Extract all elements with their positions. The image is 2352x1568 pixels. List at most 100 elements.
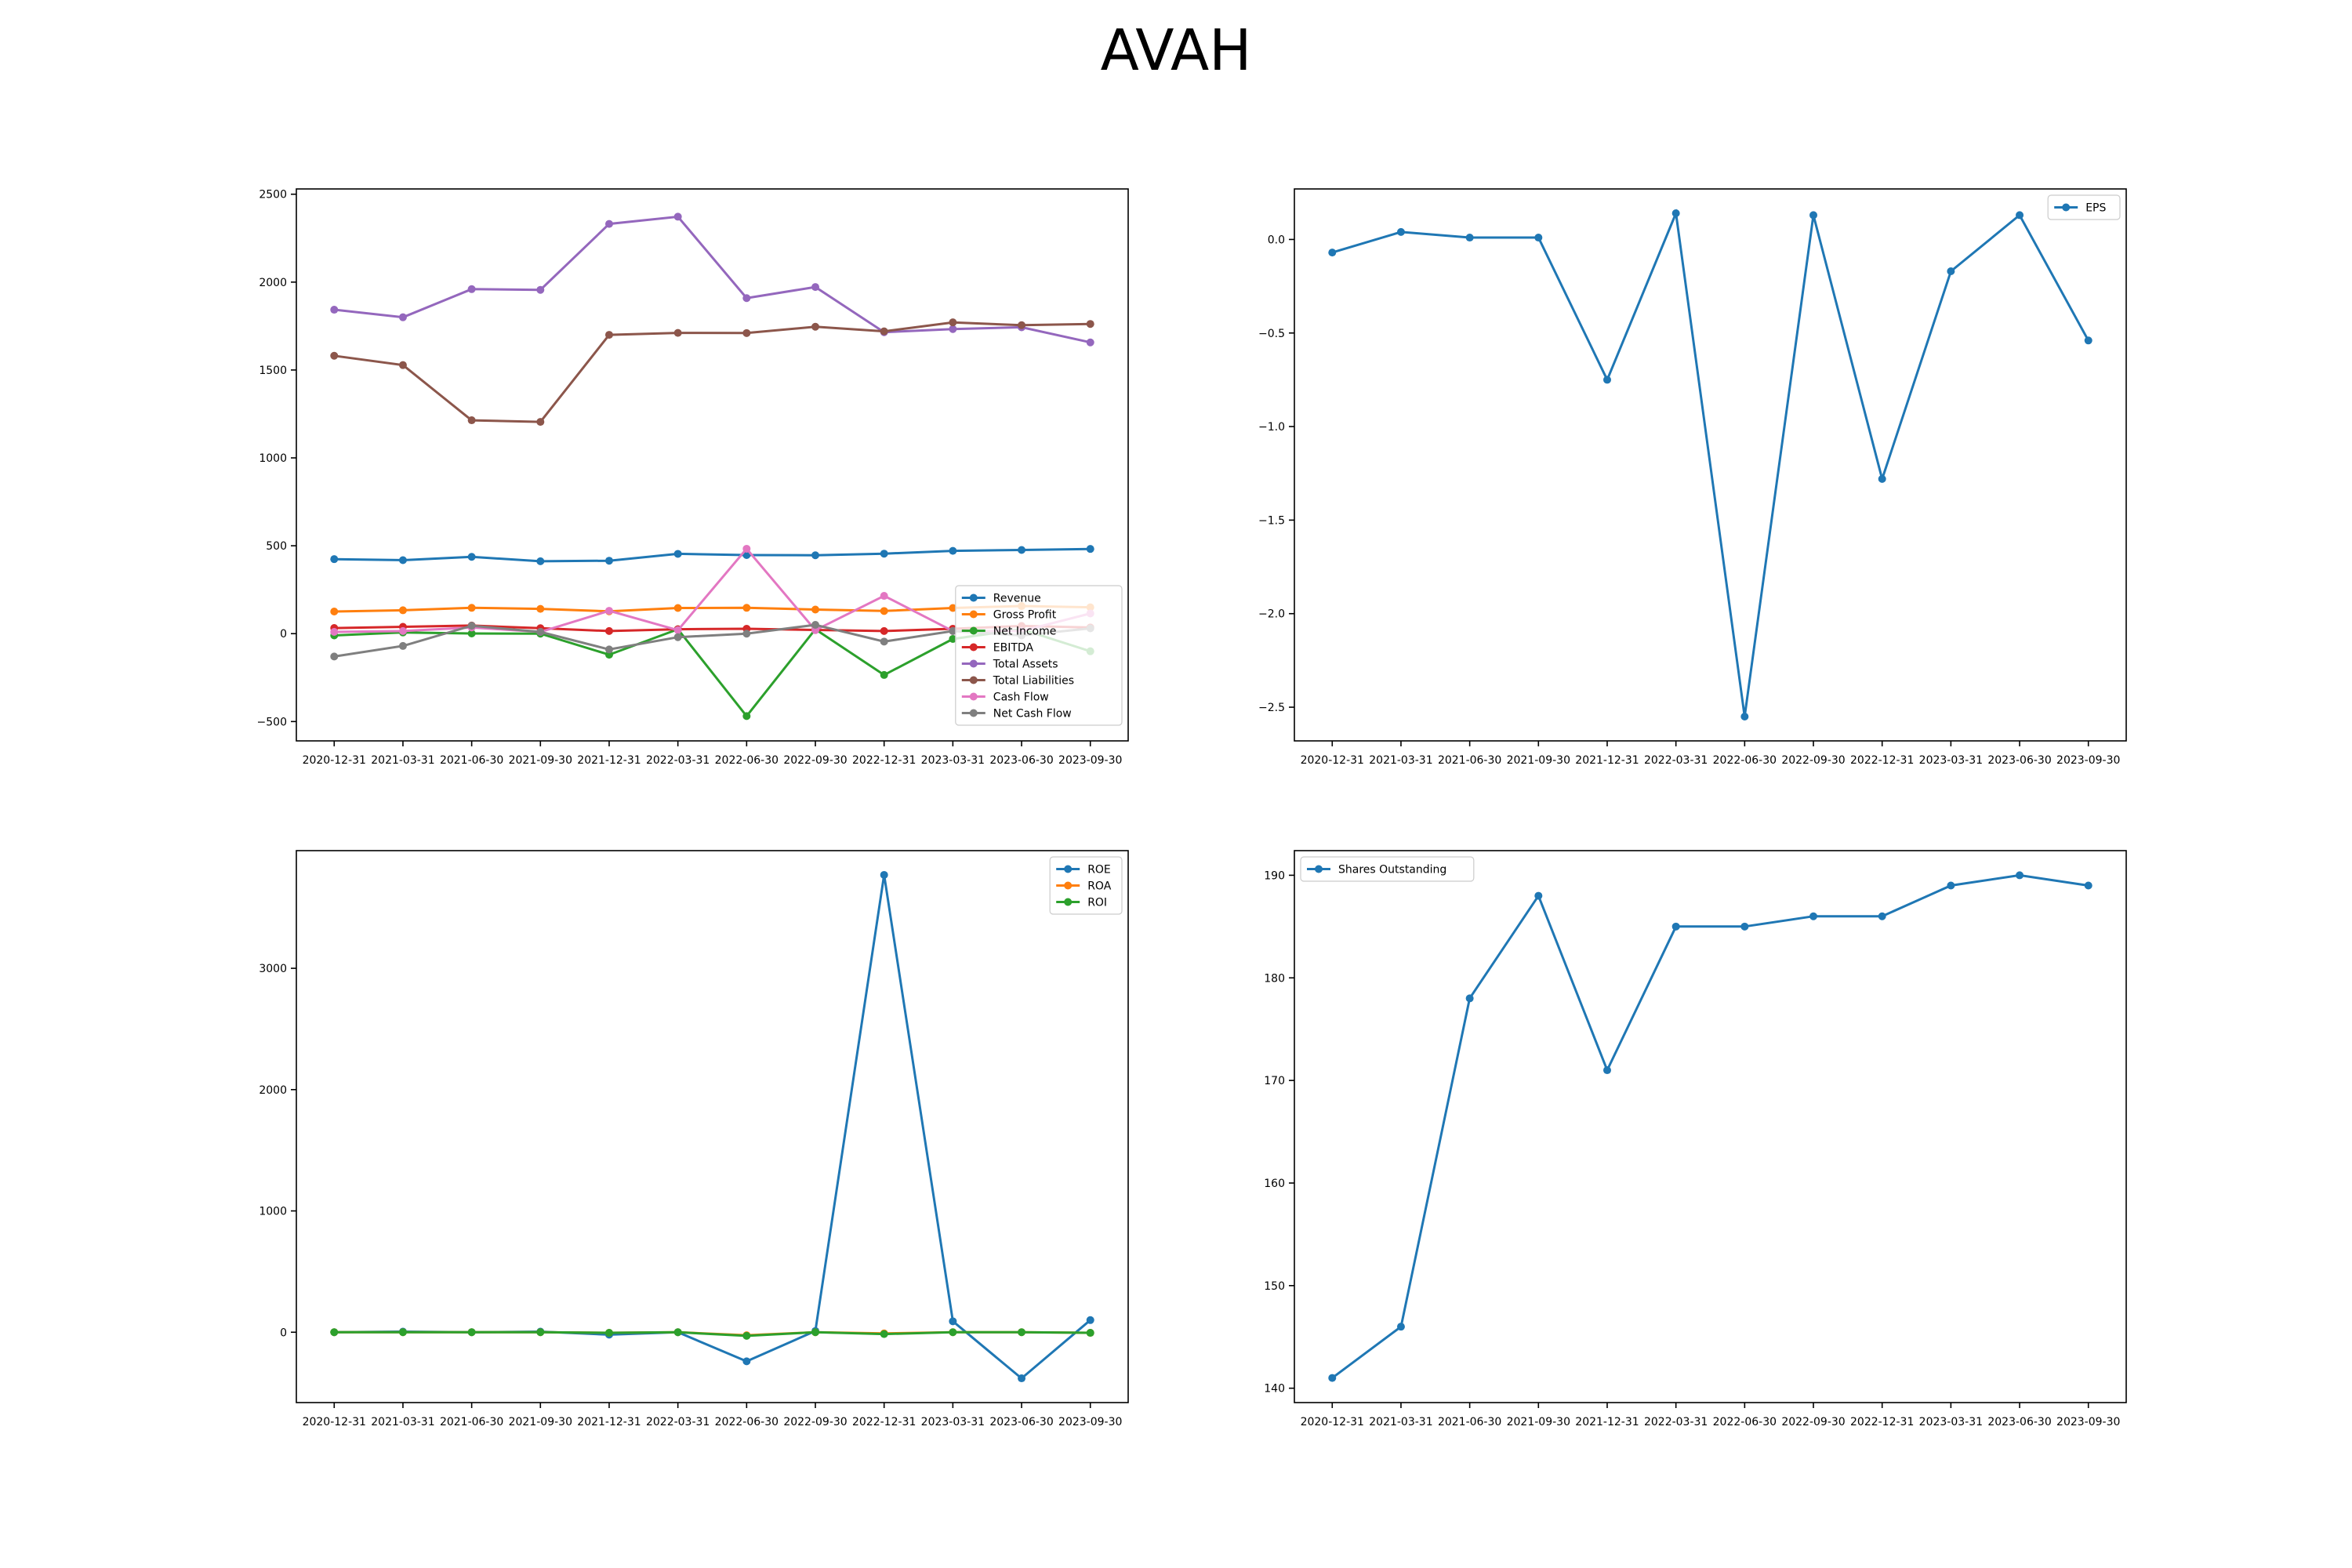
y-tick-label: −1.0 [1258, 421, 1285, 434]
y-tick-label: 2000 [259, 277, 287, 289]
data-point [1809, 912, 1818, 920]
data-point [1740, 712, 1749, 720]
data-point [673, 1328, 682, 1337]
data-point [398, 641, 407, 650]
x-tick-label: 2023-03-31 [921, 754, 985, 767]
data-point [467, 630, 476, 638]
legend-label: ROI [1087, 897, 1107, 909]
x-tick-label: 2022-12-31 [852, 1416, 916, 1428]
data-point [330, 1328, 339, 1337]
x-tick-label: 2022-06-30 [715, 754, 779, 767]
legend-label: EPS [2085, 202, 2106, 215]
data-point [604, 557, 613, 565]
data-point [880, 550, 888, 558]
data-point [604, 220, 613, 228]
legend-item-roi: ROI [1056, 897, 1107, 909]
data-point [742, 604, 751, 612]
plot-frame [296, 188, 1129, 742]
x-tick-label: 2023-06-30 [1987, 1416, 2051, 1428]
data-point [742, 712, 751, 720]
y-tick-label: −2.5 [1258, 702, 1285, 714]
legend-item-roa: ROA [1056, 880, 1112, 893]
legend-box [955, 585, 1123, 726]
legend-swatch-marker [969, 626, 978, 635]
data-point [742, 551, 751, 560]
data-point [742, 1357, 751, 1366]
data-point [467, 285, 476, 293]
data-point [2016, 871, 2024, 880]
data-point [1086, 320, 1094, 328]
series-total-liabilities [330, 318, 1094, 426]
data-point [330, 607, 339, 615]
data-point [398, 606, 407, 615]
x-tick-label: 2021-03-31 [1369, 1416, 1432, 1428]
legend: Revenue Gross Profit Net Income EBITDA Total… [955, 585, 1123, 726]
x-tick-label: 2022-06-30 [715, 1416, 779, 1428]
x-tick-label: 2023-03-31 [1919, 754, 1983, 767]
x-tick-label: 2023-06-30 [1987, 754, 2051, 767]
data-point [330, 627, 339, 636]
data-point [949, 604, 957, 612]
legend-item-ebitda: EBITDA [961, 642, 1033, 655]
data-point [536, 604, 545, 613]
y-tick-label: 3000 [259, 963, 287, 975]
legend-swatch-marker [1064, 865, 1073, 873]
y-tick-label: −500 [257, 716, 287, 728]
legend-swatch-marker [2062, 203, 2071, 212]
data-point [1086, 1329, 1094, 1338]
x-tick-label: 2020-12-31 [303, 1416, 366, 1428]
legend-swatch-marker [969, 676, 978, 684]
data-point [604, 607, 613, 615]
data-point [949, 318, 957, 327]
legend-item-gross-profit: Gross Profit [961, 609, 1057, 622]
plot-frame [296, 850, 1129, 1403]
x-tick-label: 2021-06-30 [1438, 754, 1501, 767]
y-tick-label: 1000 [259, 1206, 287, 1218]
data-point [2016, 211, 2024, 220]
data-point [880, 607, 888, 615]
x-tick-label: 2021-03-31 [371, 754, 434, 767]
y-tick-label: 0.0 [1268, 234, 1285, 246]
data-point [1465, 994, 1474, 1003]
series-line [1331, 209, 2090, 717]
x-tick-label: 2021-06-30 [1438, 1416, 1501, 1428]
legend-swatch-marker [969, 659, 978, 668]
series-line [1331, 873, 2089, 1379]
x-tick-label: 2021-09-30 [509, 754, 572, 767]
legend-label: Net Cash Flow [993, 708, 1072, 720]
data-point [604, 645, 613, 654]
series-total-assets [330, 212, 1094, 347]
y-tick-label: 180 [1264, 972, 1285, 985]
y-tick-label: 150 [1264, 1280, 1285, 1293]
data-point [330, 555, 339, 564]
data-point [742, 294, 751, 303]
data-point [467, 622, 476, 630]
legend-item-cash-flow: Cash Flow [961, 691, 1049, 704]
legend-label: Total Liabilities [993, 675, 1074, 688]
x-tick-label: 2021-03-31 [1369, 754, 1432, 767]
y-tick-label: 2000 [259, 1084, 287, 1097]
legend-item-eps: EPS [2054, 202, 2106, 215]
data-point [330, 306, 339, 314]
x-tick-label: 2021-12-31 [1575, 1416, 1639, 1428]
x-tick-label: 2023-06-30 [989, 754, 1053, 767]
series-eps [1328, 209, 2092, 720]
data-point [398, 313, 407, 321]
x-tick-label: 2022-09-30 [1781, 754, 1845, 767]
plot-frame [1294, 188, 2127, 742]
x-tick-label: 2021-06-30 [440, 1416, 503, 1428]
legend-item-shares-outstanding: Shares Outstanding [1307, 864, 1446, 877]
legend-swatch-marker [969, 709, 978, 717]
x-tick-label: 2022-06-30 [1713, 754, 1777, 767]
data-point [1947, 267, 1955, 276]
financials-chart: 2020-12-31 2021-03-31 2021-06-30 2021-09-30… [257, 188, 1129, 767]
data-point [604, 1329, 613, 1338]
x-tick-label: 2021-12-31 [577, 1416, 641, 1428]
legend-item-total-liabilities: Total Liabilities [961, 675, 1074, 688]
data-point [742, 328, 751, 337]
data-point [673, 212, 682, 221]
data-point [536, 627, 545, 636]
data-point [949, 634, 957, 643]
x-tick-label: 2020-12-31 [303, 754, 366, 767]
legend-item-total-assets: Total Assets [961, 659, 1058, 671]
